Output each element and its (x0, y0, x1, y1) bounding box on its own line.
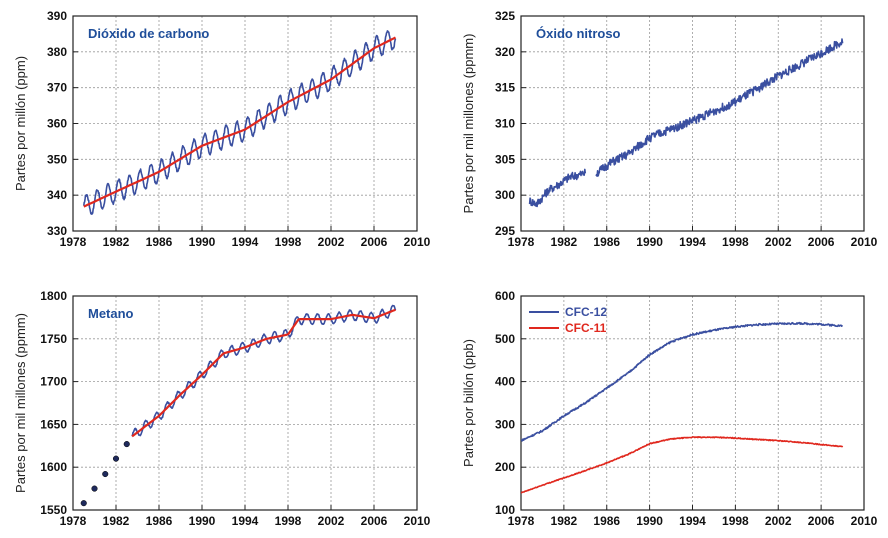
y-tick-label: 305 (495, 152, 515, 166)
x-tick-label: 1982 (551, 235, 578, 249)
x-tick-label: 1986 (593, 235, 620, 249)
x-tick-label: 2006 (361, 514, 388, 528)
y-tick-label: 315 (495, 81, 515, 95)
y-tick-label: 300 (495, 188, 515, 202)
y-tick-label: 1650 (40, 417, 67, 431)
y-tick-label: 300 (495, 417, 515, 431)
series-line (131, 304, 397, 437)
x-tick-label: 2010 (851, 235, 878, 249)
y-tick-label: 1750 (40, 332, 67, 346)
x-tick-label: 1982 (551, 514, 578, 528)
x-tick-label: 2010 (404, 235, 431, 249)
x-tick-label: 1994 (679, 235, 706, 249)
x-tick-label: 1990 (189, 514, 216, 528)
x-tick-label: 1986 (593, 514, 620, 528)
data-point (91, 485, 98, 492)
x-tick-label: 2002 (318, 235, 345, 249)
x-tick-label: 1998 (722, 235, 749, 249)
x-tick-label: 2010 (404, 514, 431, 528)
x-tick-label: 1990 (636, 514, 663, 528)
y-tick-label: 200 (495, 460, 515, 474)
y-tick-label: 380 (47, 45, 67, 59)
panel-title: Óxido nitroso (536, 26, 621, 41)
y-axis-label: Partes por millón (ppm) (13, 56, 28, 191)
panel-co2: 1978 1982 1986 1990 1994 1998 2002 2006 2010 330 3… (13, 9, 431, 249)
x-tick-label: 2010 (851, 514, 878, 528)
y-tick-label: 340 (47, 188, 67, 202)
x-tick-label: 1994 (232, 235, 259, 249)
legend-label: CFC-12 (565, 305, 607, 319)
x-tick-label: 1998 (722, 514, 749, 528)
y-tick-label: 310 (495, 117, 515, 131)
y-axis-label: Partes por mil millones (ppmm) (13, 313, 28, 493)
x-tick-label: 2002 (765, 514, 792, 528)
panel-title: Dióxido de carbono (88, 26, 209, 41)
panel-n2o: 1978 1982 1986 1990 1994 1998 2002 2006 2010 295 3… (461, 9, 878, 249)
x-tick-label: 1990 (636, 235, 663, 249)
x-tick-label: 1978 (508, 514, 535, 528)
series-group-co2 (83, 30, 397, 215)
x-tick-label: 2006 (808, 514, 835, 528)
x-tick-label: 1994 (232, 514, 259, 528)
y-tick-label: 500 (495, 332, 515, 346)
y-axis-label: Partes por billón (ppb) (461, 339, 476, 467)
y-tick-label: 1550 (40, 503, 67, 517)
x-tick-label: 2002 (318, 514, 345, 528)
x-tick-label: 1986 (146, 514, 173, 528)
series-line (528, 168, 587, 208)
series-group-cfc (521, 321, 844, 494)
panel-title: Metano (88, 306, 134, 321)
series-group-ch4 (80, 304, 397, 507)
y-tick-label: 295 (495, 224, 515, 238)
series-line (521, 435, 844, 494)
series-line (521, 321, 844, 442)
data-point (80, 500, 87, 507)
panel-ch4: 1978 1982 1986 1990 1994 1998 2002 2006 2010 1550… (13, 289, 431, 528)
x-tick-label: 1978 (60, 514, 87, 528)
x-tick-label: 1978 (60, 235, 87, 249)
x-tick-label: 2002 (765, 235, 792, 249)
y-tick-label: 330 (47, 224, 67, 238)
trend-line (131, 308, 396, 438)
trend-line (83, 36, 397, 208)
y-tick-label: 1700 (40, 375, 67, 389)
y-tick-label: 390 (47, 9, 67, 23)
x-tick-label: 1994 (679, 514, 706, 528)
x-tick-label: 2006 (361, 235, 388, 249)
series-line (83, 30, 397, 215)
y-tick-label: 350 (47, 152, 67, 166)
x-tick-label: 1998 (275, 235, 302, 249)
x-tick-label: 1998 (275, 514, 302, 528)
data-point (123, 441, 130, 448)
data-point (102, 470, 109, 478)
series-line (595, 38, 844, 177)
y-tick-label: 100 (495, 503, 515, 517)
y-tick-label: 1800 (40, 289, 67, 303)
y-tick-label: 320 (495, 45, 515, 59)
y-tick-label: 1600 (40, 460, 67, 474)
y-tick-label: 360 (47, 117, 67, 131)
x-tick-label: 1982 (103, 235, 130, 249)
x-tick-label: 1986 (146, 235, 173, 249)
x-tick-label: 1982 (103, 514, 130, 528)
y-tick-label: 325 (495, 9, 515, 23)
panel-cfc: 1978 1982 1986 1990 1994 1998 2002 2006 2010 100 2… (461, 289, 878, 528)
y-axis-label: Partes por mil millones (ppmm) (461, 34, 476, 214)
legend-label: CFC-11 (565, 321, 607, 335)
y-tick-label: 370 (47, 81, 67, 95)
y-tick-label: 400 (495, 375, 515, 389)
x-tick-label: 2006 (808, 235, 835, 249)
x-tick-label: 1978 (508, 235, 535, 249)
series-group-n2o (528, 38, 844, 208)
y-tick-label: 600 (495, 289, 515, 303)
data-point (112, 455, 120, 462)
x-tick-label: 1990 (189, 235, 216, 249)
